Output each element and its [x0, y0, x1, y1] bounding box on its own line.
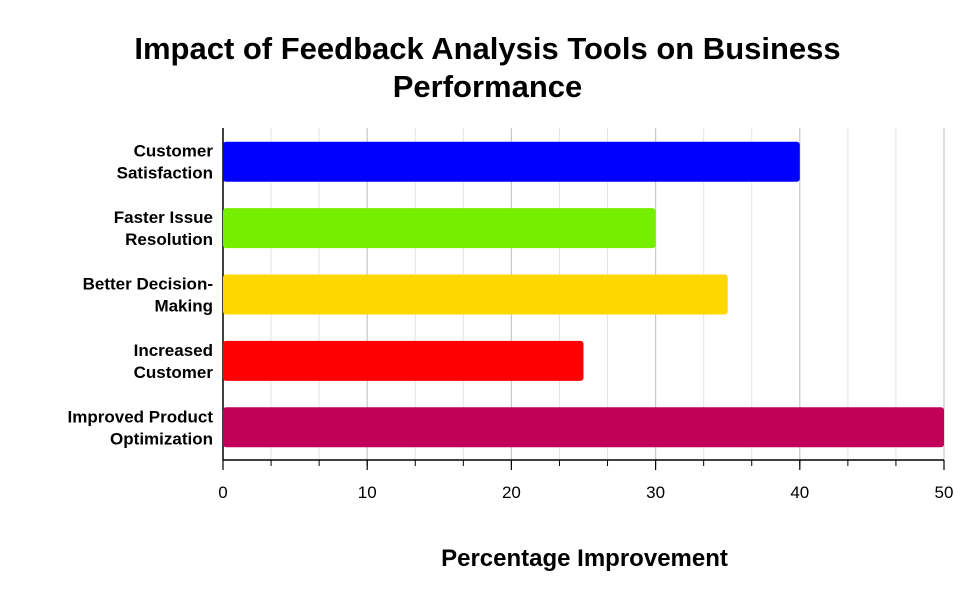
x-tick-label: 10: [358, 483, 377, 502]
x-tick-label: 0: [218, 483, 227, 502]
y-category-label-line: Improved Product: [68, 407, 214, 426]
y-category-label: Faster Issue Resolution: [114, 208, 213, 249]
y-category-label: Better Decision- Making: [83, 275, 213, 316]
bar-1: [223, 208, 656, 249]
y-category-label-line: Faster Issue: [114, 208, 213, 227]
y-category-label-line: Customer: [134, 142, 214, 161]
x-tick-label: 30: [646, 483, 665, 502]
bar-4: [223, 407, 944, 448]
x-tick-label: 20: [502, 483, 521, 502]
chart-title: Impact of Feedback Analysis Tools on Bus…: [0, 30, 975, 107]
chart-title-line-2: Performance: [392, 69, 583, 105]
y-category-label: Improved Product Optimization: [68, 407, 214, 448]
y-category-label: Customer Satisfaction: [117, 142, 214, 183]
x-axis-title: Percentage Improvement: [441, 545, 728, 572]
chart-title-line-1: Impact of Feedback Analysis Tools on Bus…: [134, 31, 841, 66]
x-tick-label: 40: [790, 483, 809, 502]
bar-3: [223, 340, 584, 381]
y-category-label-line: Increased: [134, 341, 213, 360]
y-category-label-line: Customer: [134, 363, 214, 382]
y-category-label-line: Optimization: [110, 429, 213, 448]
y-category-label-line: Better Decision-: [83, 275, 213, 294]
bar-2: [223, 274, 728, 315]
x-tick-label: 50: [935, 483, 954, 502]
y-category-label-line: Making: [154, 297, 213, 316]
bar-0: [223, 141, 800, 182]
y-category-label-line: Resolution: [125, 230, 213, 249]
y-category-label: Increased Customer: [134, 341, 214, 382]
y-category-label-line: Satisfaction: [117, 164, 213, 183]
